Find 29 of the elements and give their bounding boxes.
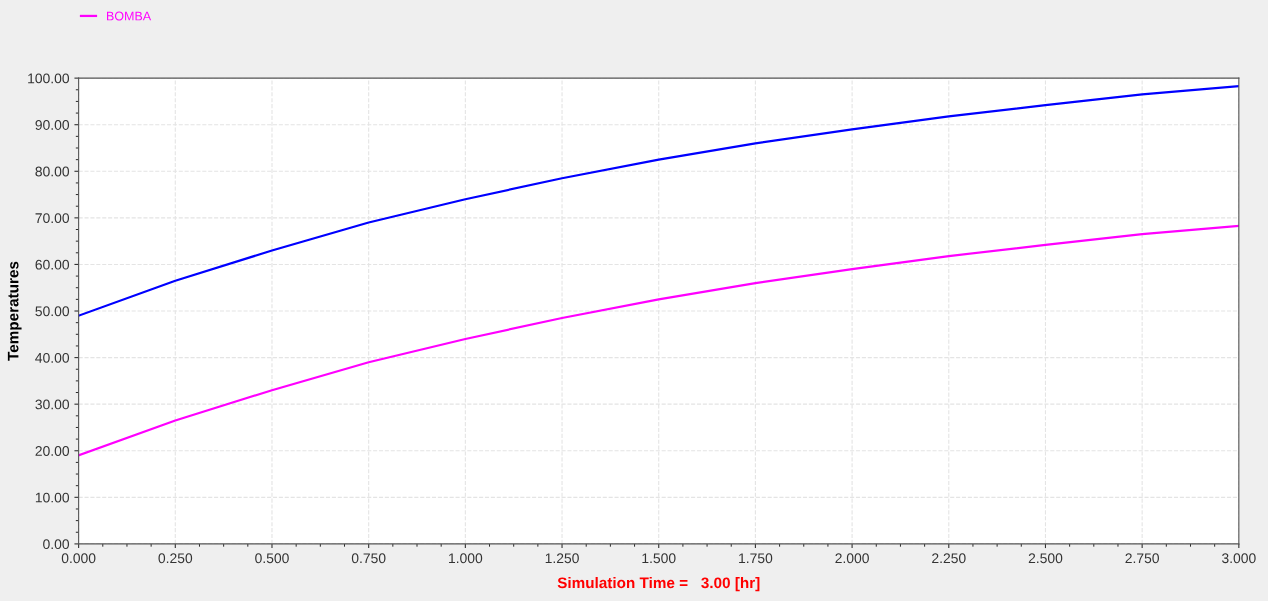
y-tick-label: 60.00: [35, 259, 70, 270]
y-axis-title: Temperatures: [7, 261, 22, 361]
y-tick-label: 40.00: [35, 352, 70, 363]
x-tick-label: 2.250: [932, 553, 966, 564]
y-tick-label: 80.00: [35, 166, 70, 177]
y-tick-label: 100.00: [28, 73, 70, 84]
x-tick-label: 0.750: [351, 553, 386, 564]
line-series: [78, 84, 1239, 317]
x-tick-label: 2.000: [835, 553, 869, 564]
y-tick-label: 10.00: [35, 492, 70, 503]
y-tick-label: 90.00: [35, 120, 70, 130]
x-tick-label: 0.500: [255, 553, 289, 564]
x-tick-label: 0.000: [61, 553, 96, 564]
y-tick-label: 50.00: [35, 306, 70, 317]
line-series: [78, 224, 1239, 457]
x-tick-label: 2.750: [1125, 553, 1159, 564]
x-tick-label: 1.500: [642, 553, 676, 564]
x-tick-label: 1.750: [739, 553, 773, 564]
x-tick-label: 0.250: [158, 553, 193, 564]
y-tick-label: 0.00: [43, 539, 70, 550]
x-tick-label: 1.250: [545, 553, 579, 564]
x-tick-label: 3.000: [1221, 553, 1256, 564]
x-axis-title: Simulation Time = 3.00 [hr]: [557, 576, 760, 592]
y-tick-label: 20.00: [35, 446, 70, 456]
x-tick-label: 1.000: [449, 553, 483, 564]
legend-label: BOMBA: [107, 11, 152, 21]
y-tick-label: 70.00: [35, 213, 70, 224]
x-tick-label: 2.500: [1028, 553, 1063, 564]
y-tick-label: 30.00: [35, 399, 70, 410]
